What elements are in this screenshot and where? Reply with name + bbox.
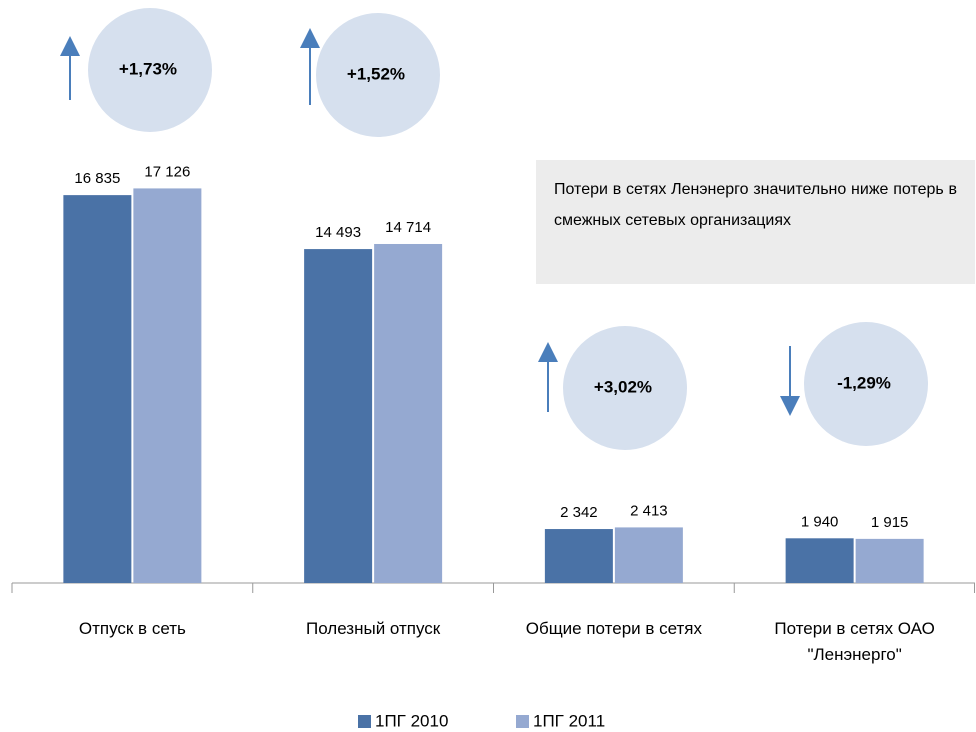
bar	[614, 527, 683, 583]
value-label: 1 915	[871, 514, 909, 531]
bar	[544, 529, 613, 583]
note-box: Потери в сетях Ленэнерго значительно ниж…	[536, 160, 975, 284]
legend-swatch	[516, 715, 529, 728]
annotation-circle	[804, 322, 928, 446]
annotation: -1,29%	[837, 373, 891, 392]
legend-label: 1ПГ 2011	[533, 711, 605, 730]
bar	[785, 538, 854, 583]
x-tick-label: Общие потери в сетях	[525, 619, 703, 638]
annotation: +1,73%	[119, 59, 177, 78]
annotation-circle	[316, 13, 440, 137]
value-label: 1 940	[801, 513, 839, 530]
bar	[133, 188, 202, 583]
bar	[304, 249, 373, 583]
value-label: 2 342	[560, 504, 598, 521]
legend-label: 1ПГ 2010	[375, 711, 448, 730]
value-label: 16 835	[74, 170, 120, 187]
legend-swatch	[358, 715, 371, 728]
x-tick-label: Полезный отпуск	[306, 619, 441, 638]
value-label: 14 493	[315, 224, 361, 241]
bar	[374, 243, 443, 583]
bar	[855, 538, 924, 583]
annotation: +1,52%	[347, 64, 405, 83]
annotation-circle	[563, 326, 687, 450]
bar	[63, 195, 132, 584]
value-label: 2 413	[630, 502, 668, 519]
value-label: 17 126	[144, 163, 190, 180]
x-tick-label: Потери в сетях ОАО "Ленэнерго"	[774, 619, 935, 664]
annotation: +3,02%	[594, 377, 652, 396]
annotation-circle	[88, 8, 212, 132]
x-tick-label: Отпуск в сеть	[78, 619, 186, 638]
value-label: 14 714	[385, 219, 431, 236]
